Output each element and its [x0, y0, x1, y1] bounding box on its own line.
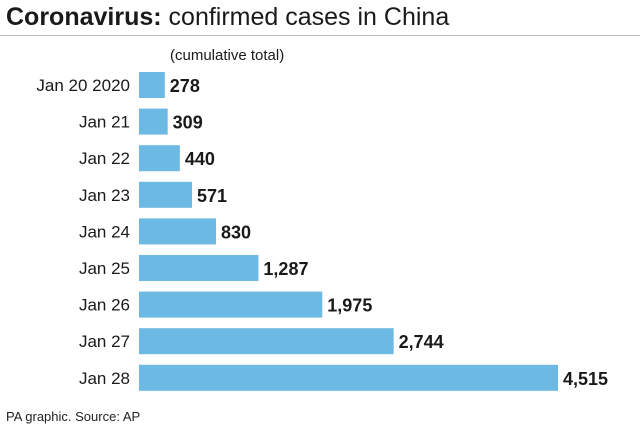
value-label: 830 — [221, 222, 251, 242]
bar — [139, 218, 217, 245]
chart-title-bold: Coronavirus: — [6, 3, 162, 31]
chart-title: Coronavirus: confirmed cases in China — [6, 2, 449, 32]
category-label: Jan 24 — [79, 222, 130, 241]
value-label: 440 — [185, 149, 215, 169]
value-label: 278 — [170, 76, 200, 96]
category-label: Jan 23 — [79, 186, 130, 205]
bar — [139, 291, 323, 318]
value-label: 4,515 — [563, 369, 608, 389]
bar — [139, 72, 165, 98]
title-divider — [0, 35, 640, 36]
chart-title-rest: confirmed cases in China — [161, 3, 450, 31]
value-label: 1,975 — [327, 296, 372, 316]
bar — [139, 181, 192, 208]
bar — [139, 364, 558, 391]
value-label: 2,744 — [399, 332, 444, 352]
bars-group: Jan 20 2020 278 Jan 21 309 Jan 22 440 Jan 23 57… — [36, 72, 608, 391]
value-label: 309 — [173, 113, 203, 133]
chart-subtitle: (cumulative total) — [170, 47, 284, 64]
category-label: Jan 27 — [79, 332, 130, 351]
value-label: 1,287 — [263, 259, 308, 279]
bar — [139, 108, 168, 135]
bar — [139, 328, 394, 355]
category-label: Jan 22 — [79, 149, 130, 168]
category-label: Jan 20 2020 — [36, 76, 130, 95]
category-label: Jan 26 — [79, 296, 130, 315]
source-note: PA graphic. Source: AP — [6, 409, 141, 424]
value-label: 571 — [197, 186, 227, 206]
bar — [139, 255, 259, 281]
category-label: Jan 25 — [79, 259, 130, 278]
category-label: Jan 28 — [79, 369, 130, 388]
category-label: Jan 21 — [79, 113, 130, 132]
bar — [139, 145, 180, 172]
